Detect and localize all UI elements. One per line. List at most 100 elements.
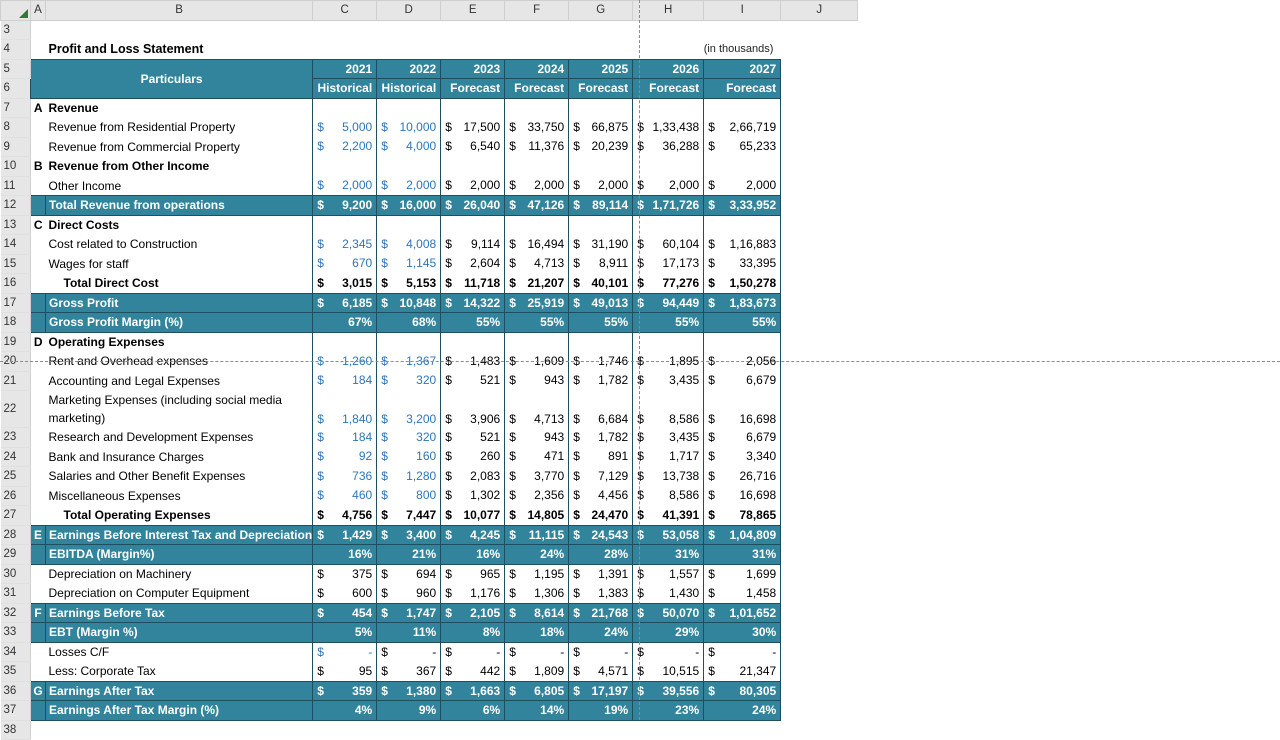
value-cell[interactable] <box>568 332 634 352</box>
value-cell[interactable]: $8,614 <box>504 602 570 623</box>
row-header[interactable]: 31 <box>0 583 31 604</box>
cell-j5[interactable] <box>780 59 858 79</box>
value-cell[interactable]: $3,340 <box>703 447 782 467</box>
value-cell[interactable]: 14% <box>504 700 570 721</box>
row-header[interactable]: 25 <box>0 466 31 487</box>
value-cell[interactable]: $1,809 <box>504 661 570 681</box>
value-cell[interactable]: $16,698 <box>703 390 782 428</box>
value-cell[interactable]: $24,470 <box>568 505 634 526</box>
value-cell[interactable]: $10,515 <box>632 661 705 681</box>
cell-j[interactable] <box>780 525 858 545</box>
row-label[interactable]: Earnings After Tax Margin (%) <box>44 700 314 721</box>
value-cell[interactable]: 24% <box>504 544 570 565</box>
value-cell[interactable]: $3,015 <box>312 273 378 294</box>
row-header[interactable]: 37 <box>0 700 31 721</box>
cell-j[interactable] <box>780 312 858 332</box>
row-label[interactable]: Marketing Expenses (including social med… <box>45 390 314 428</box>
value-cell[interactable]: $2,105 <box>440 602 506 623</box>
section-letter[interactable]: D <box>30 332 46 352</box>
value-cell[interactable]: 9% <box>376 700 442 721</box>
section-letter[interactable] <box>30 273 46 293</box>
value-cell[interactable]: $442 <box>440 661 506 681</box>
value-cell[interactable]: $1,782 <box>568 371 634 391</box>
row-label[interactable]: Total Revenue from operations <box>44 195 314 216</box>
unit-note[interactable]: (in thousands) <box>703 39 858 59</box>
value-cell[interactable] <box>703 98 782 118</box>
value-cell[interactable]: $80,305 <box>703 680 782 701</box>
value-cell[interactable]: $11,115 <box>504 524 570 545</box>
cell-j[interactable] <box>780 176 858 196</box>
row-header[interactable]: 36 <box>0 681 31 701</box>
year-type-header[interactable]: Forecast <box>632 78 705 99</box>
value-cell[interactable]: $77,276 <box>632 273 705 294</box>
row-header[interactable]: 35 <box>0 661 31 682</box>
value-cell[interactable]: 24% <box>568 622 634 643</box>
section-letter[interactable] <box>30 427 46 447</box>
value-cell[interactable]: $9,200 <box>312 195 378 216</box>
value-cell[interactable]: $1,458 <box>703 583 782 603</box>
value-cell[interactable]: $375 <box>312 564 378 584</box>
row-label[interactable]: Accounting and Legal Expenses <box>45 371 314 391</box>
section-letter[interactable] <box>30 117 46 137</box>
value-cell[interactable]: 68% <box>376 312 442 333</box>
value-cell[interactable]: $4,008 <box>376 234 442 254</box>
value-cell[interactable]: $1,145 <box>376 254 442 274</box>
value-cell[interactable]: $11,376 <box>504 137 570 157</box>
value-cell[interactable] <box>632 98 705 118</box>
value-cell[interactable]: $7,129 <box>568 466 634 486</box>
value-cell[interactable]: $1,717 <box>632 447 705 467</box>
value-cell[interactable] <box>440 332 506 352</box>
value-cell[interactable] <box>312 215 378 235</box>
value-cell[interactable]: $1,383 <box>568 583 634 603</box>
row-header[interactable]: 8 <box>0 117 31 138</box>
cell-j[interactable] <box>780 447 858 467</box>
value-cell[interactable]: 4% <box>312 700 378 721</box>
row-header[interactable]: 13 <box>0 215 31 235</box>
cell-j[interactable] <box>780 390 858 428</box>
cell-j[interactable] <box>780 583 858 603</box>
row-label[interactable]: Revenue from Commercial Property <box>45 137 314 157</box>
value-cell[interactable] <box>504 98 570 118</box>
value-cell[interactable]: $1,782 <box>568 427 634 447</box>
cell-j[interactable] <box>780 234 858 254</box>
value-cell[interactable]: $6,679 <box>703 427 782 447</box>
row-header[interactable]: 7 <box>0 98 31 118</box>
value-cell[interactable]: $21,347 <box>703 661 782 681</box>
row-header[interactable]: 4 <box>0 39 31 60</box>
value-cell[interactable]: $ - <box>632 642 705 662</box>
row-header[interactable]: 16 <box>0 273 31 294</box>
value-cell[interactable] <box>703 156 782 176</box>
column-header-c[interactable]: C <box>312 0 378 21</box>
row-label[interactable]: Other Income <box>45 176 314 196</box>
value-cell[interactable]: $89,114 <box>568 195 634 216</box>
value-cell[interactable]: $1,83,673 <box>703 292 782 313</box>
value-cell[interactable]: 67% <box>312 312 378 333</box>
value-cell[interactable]: $6,540 <box>440 137 506 157</box>
cell-j[interactable] <box>780 195 858 215</box>
value-cell[interactable]: $1,01,652 <box>703 602 782 623</box>
section-letter[interactable] <box>30 254 46 274</box>
value-cell[interactable]: $670 <box>312 254 378 274</box>
value-cell[interactable] <box>376 332 442 352</box>
value-cell[interactable]: $33,750 <box>504 117 570 137</box>
cell-j[interactable] <box>780 427 858 447</box>
row-header[interactable]: 23 <box>0 427 31 448</box>
value-cell[interactable]: $7,447 <box>376 505 442 526</box>
value-cell[interactable]: $ - <box>376 642 442 662</box>
value-cell[interactable]: $6,805 <box>504 680 570 701</box>
row-label[interactable]: Salaries and Other Benefit Expenses <box>45 466 314 486</box>
column-header-h[interactable]: H <box>632 0 705 21</box>
cell-j[interactable] <box>780 273 858 293</box>
value-cell[interactable]: $1,195 <box>504 564 570 584</box>
row-header[interactable]: 29 <box>0 544 31 565</box>
value-cell[interactable] <box>312 98 378 118</box>
value-cell[interactable]: $1,663 <box>440 680 506 701</box>
value-cell[interactable] <box>376 156 442 176</box>
section-letter[interactable] <box>30 195 46 216</box>
row-header[interactable]: 12 <box>0 195 31 216</box>
year-type-header[interactable]: Historical <box>312 78 378 99</box>
value-cell[interactable] <box>632 215 705 235</box>
value-cell[interactable]: $66,875 <box>568 117 634 137</box>
spreadsheet-grid[interactable]: A B C D E F G H I J 3 4 Profit and Loss … <box>0 0 859 740</box>
value-cell[interactable]: $454 <box>312 602 378 623</box>
